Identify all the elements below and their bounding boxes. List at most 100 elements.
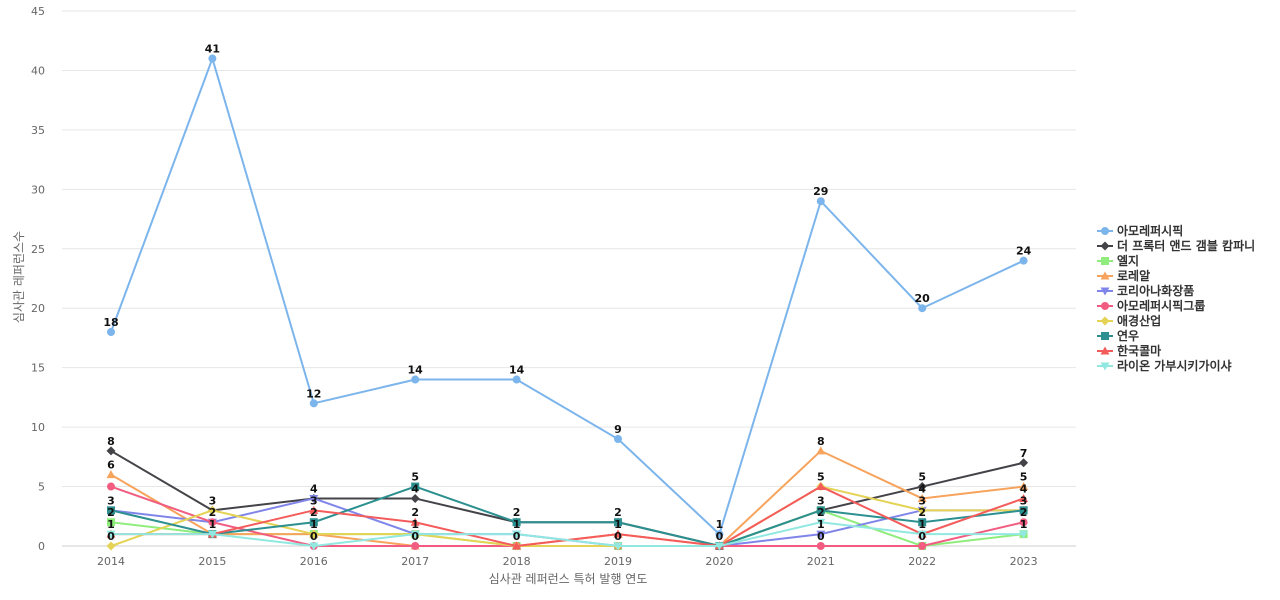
data-label: 2	[817, 506, 825, 519]
data-label: 1	[107, 518, 115, 531]
data-labels: 1886321041321124321014542101421092101029…	[103, 43, 1031, 543]
legend-marker	[1101, 227, 1109, 235]
y-tick-label: 30	[31, 183, 45, 196]
data-label: 8	[107, 435, 115, 448]
legend-item[interactable]: 로레알	[1097, 268, 1150, 283]
data-label: 18	[103, 316, 118, 329]
data-label: 0	[107, 530, 115, 543]
data-label: 0	[310, 530, 318, 543]
x-tick-label: 2020	[705, 555, 733, 568]
y-tick-label: 0	[38, 540, 45, 553]
legend-item[interactable]: 더 프록터 앤드 갬블 캄파니	[1097, 238, 1255, 253]
data-point	[816, 446, 826, 455]
data-point	[309, 494, 319, 503]
data-point	[410, 493, 420, 503]
series-line	[110, 450, 1024, 548]
legend-marker	[1100, 271, 1110, 280]
data-point	[107, 328, 115, 336]
legend-item[interactable]: 코리아나화장품	[1097, 283, 1194, 298]
data-point	[1019, 506, 1028, 515]
data-point	[614, 435, 622, 443]
data-point	[106, 470, 116, 479]
series-line	[110, 449, 1024, 548]
data-point	[106, 530, 116, 539]
legend-item[interactable]: 아모레퍼시픽	[1097, 223, 1183, 238]
grid-lines	[62, 10, 1076, 488]
legend-label: 애경산업	[1117, 313, 1161, 328]
data-label: 0	[614, 530, 622, 543]
data-point	[106, 541, 116, 551]
data-point	[107, 482, 115, 491]
legend-marker	[1100, 316, 1110, 326]
legend-item[interactable]: 라이온 가부시키가이샤	[1097, 358, 1232, 373]
series-group	[106, 54, 1029, 551]
legend-label: 더 프록터 앤드 갬블 캄파니	[1117, 238, 1255, 253]
legend-marker	[1100, 362, 1110, 371]
legend-marker	[1101, 302, 1109, 310]
data-point	[1019, 493, 1029, 502]
data-label: 0	[513, 530, 521, 543]
legend-marker	[1100, 346, 1110, 355]
data-point	[816, 530, 826, 539]
data-point	[208, 54, 217, 63]
data-label: 12	[306, 387, 321, 400]
y-tick-label: 15	[31, 362, 45, 375]
legend-item[interactable]: 애경산업	[1097, 313, 1161, 328]
data-point	[309, 505, 319, 514]
y-tick-label: 20	[31, 302, 45, 315]
data-point	[918, 304, 927, 313]
data-point	[309, 518, 318, 527]
data-point	[1019, 482, 1029, 491]
data-label: 6	[107, 459, 115, 472]
data-label: 7	[1020, 447, 1028, 460]
data-label: 1	[817, 518, 825, 531]
x-tick-label: 2018	[503, 555, 531, 568]
data-label: 3	[1020, 494, 1028, 507]
legend-item[interactable]: 아모레퍼시픽그룹	[1097, 298, 1205, 313]
data-point	[816, 506, 825, 515]
data-label: 1	[310, 518, 318, 531]
legend-item[interactable]: 연우	[1097, 328, 1139, 343]
legend-item[interactable]: 한국콜마	[1097, 343, 1161, 358]
data-label: 4	[918, 482, 926, 495]
legend-label: 한국콜마	[1117, 343, 1161, 358]
data-point	[512, 518, 521, 527]
data-label: 2	[1020, 506, 1028, 519]
data-point	[512, 375, 521, 384]
data-point	[816, 542, 825, 550]
legend-marker	[1101, 257, 1109, 265]
x-tick-label: 2019	[604, 555, 632, 568]
data-point	[107, 518, 115, 527]
data-point	[613, 529, 623, 538]
data-point	[107, 506, 115, 515]
data-point	[1019, 530, 1029, 539]
y-axis-ticks: 0 5 10 15 20 25 30 35 40 45	[31, 5, 45, 553]
x-tick-label: 2021	[807, 555, 835, 568]
data-label: 2	[107, 506, 115, 519]
data-point	[917, 493, 927, 502]
data-label: 1	[1020, 518, 1028, 531]
data-label: 2	[209, 506, 217, 519]
legend-label: 코리아나화장품	[1117, 283, 1194, 298]
series-line	[110, 485, 1024, 548]
data-label: 3	[310, 494, 318, 507]
data-label: 8	[817, 435, 825, 448]
data-point	[917, 482, 927, 492]
data-point	[918, 542, 927, 550]
series-1	[107, 54, 1028, 539]
data-point	[411, 542, 420, 550]
data-point	[1019, 518, 1028, 527]
data-point	[309, 542, 319, 551]
data-label: 1	[411, 518, 419, 531]
data-label: 5	[817, 471, 825, 484]
y-tick-label: 5	[38, 481, 45, 494]
data-point	[917, 530, 927, 539]
legend-item[interactable]: 엘지	[1097, 253, 1139, 268]
data-point	[917, 505, 927, 515]
data-label: 5	[918, 471, 926, 484]
data-point	[207, 505, 217, 515]
series-line	[111, 521, 1024, 548]
data-label: 1	[918, 518, 926, 531]
legend-label: 라이온 가부시키가이샤	[1117, 358, 1232, 373]
